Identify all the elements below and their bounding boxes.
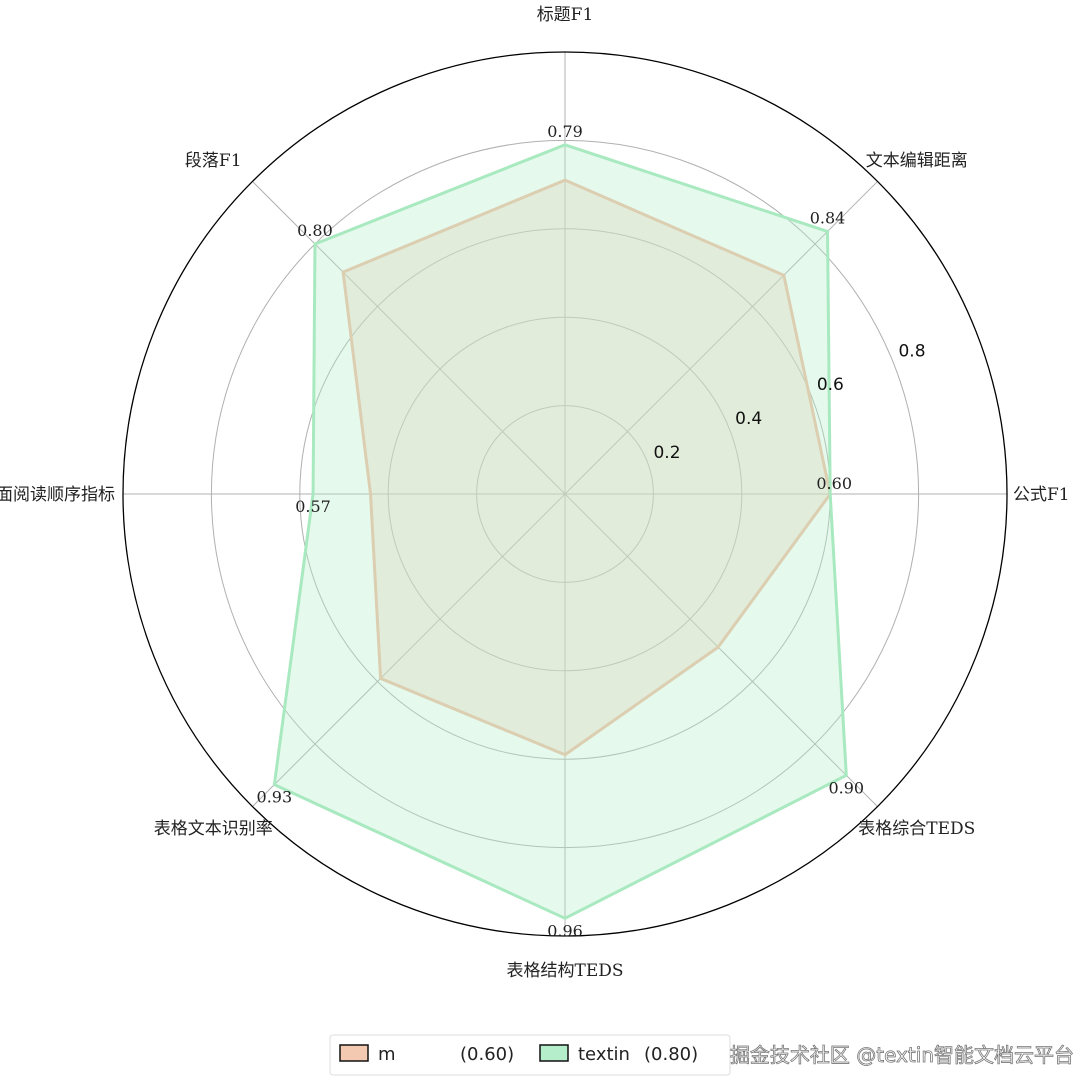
value-label-textin-3: 0.90	[828, 778, 864, 797]
axis-label-6: 版面阅读顺序指标	[0, 485, 115, 505]
watermark: 掘金技术社区 @textin智能文档云平台	[730, 1043, 1074, 1067]
grid-spoke-5	[252, 493, 566, 807]
value-label-textin-5: 0.93	[257, 788, 293, 807]
grid-spoke-7	[252, 181, 566, 495]
radial-tick-label-3: 0.8	[898, 341, 925, 361]
legend-label-m: m	[378, 1044, 396, 1065]
radial-tick-label-2: 0.6	[817, 375, 844, 395]
legend: m (0.60) textin (0.80)	[329, 1034, 731, 1076]
legend-swatch-textin	[539, 1044, 569, 1062]
value-label-textin-4: 0.96	[547, 921, 583, 940]
grid-spoke-1	[564, 181, 878, 495]
grid-spoke-3	[564, 493, 878, 807]
series-textin-polygon	[272, 143, 848, 920]
legend-score-textin: (0.80)	[644, 1044, 698, 1065]
axis-label-0: 标题F1	[537, 5, 594, 25]
axis-label-5: 表格文本识别率	[154, 819, 273, 839]
value-label-textin-7: 0.80	[297, 221, 333, 240]
axis-label-2: 公式F1	[1013, 485, 1070, 505]
value-label-textin-1: 0.84	[810, 208, 846, 227]
legend-frame	[329, 1034, 731, 1076]
polar-frame	[122, 51, 1008, 937]
axis-label-1: 文本编辑距离	[866, 151, 968, 171]
radial-tick-label-1: 0.4	[735, 409, 762, 429]
value-label-textin-2: 0.60	[816, 474, 852, 493]
legend-label-textin: textin	[578, 1044, 630, 1065]
legend-score-m: (0.60)	[460, 1044, 514, 1065]
axis-label-3: 表格综合TEDS	[858, 819, 975, 839]
axis-label-7: 段落F1	[185, 151, 242, 171]
axis-label-4: 表格结构TEDS	[506, 961, 623, 981]
value-label-textin-6: 0.57	[295, 497, 331, 516]
value-label-textin-0: 0.79	[547, 122, 583, 141]
radial-tick-label-0: 0.2	[653, 443, 680, 463]
legend-swatch-m	[339, 1044, 369, 1062]
